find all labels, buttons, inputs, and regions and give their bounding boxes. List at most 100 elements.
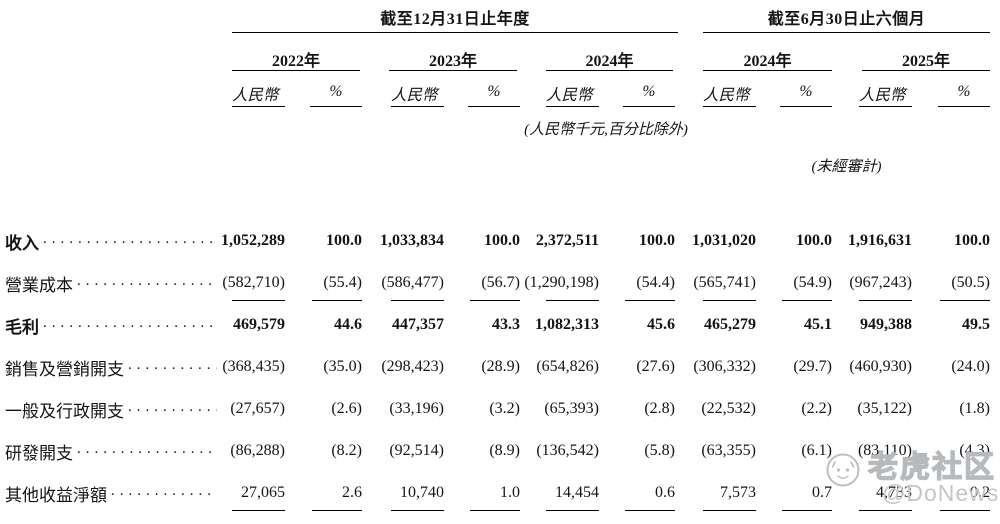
cell-value: 44.6 (334, 316, 362, 333)
column-rule (703, 510, 756, 511)
cell-value: 43.3 (492, 316, 520, 333)
row-label-text: 銷售及營銷開支 (5, 359, 124, 379)
leader-dots: ........................................… (43, 230, 217, 247)
cell-value: 100.0 (796, 232, 832, 249)
table-row: 研發開支....................................… (0, 430, 1000, 472)
cell-value: 100.0 (326, 232, 362, 249)
cell-value: 949,388 (860, 316, 912, 333)
cell-value: (86,288) (230, 442, 285, 459)
cell-value: 1,916,631 (848, 232, 912, 249)
cell-value: (586,477) (381, 274, 444, 291)
cell-value: (654,826) (536, 358, 599, 375)
subheader-percent: % (938, 81, 990, 107)
column-rule (391, 510, 444, 511)
cell-value: 447,357 (392, 316, 444, 333)
subheader-currency: 人民幣 (232, 81, 285, 107)
row-label-text: 營業成本 (5, 275, 73, 295)
cell-value: (35,122) (857, 400, 912, 417)
subheader-percent: % (780, 81, 832, 107)
row-label-text: 收入 (5, 233, 39, 253)
year-header-interim-2024: 2024年 (703, 44, 832, 71)
column-rule (859, 510, 912, 511)
section-header-interim: 截至6月30日止六個月 (703, 3, 990, 33)
cell-value: 465,279 (704, 316, 756, 333)
subheader-currency: 人民幣 (859, 81, 912, 107)
row-label-text: 其他收益淨額 (5, 485, 107, 505)
cell-value: (55.4) (323, 274, 362, 291)
subheader-currency: 人民幣 (703, 81, 756, 107)
year-header-2024: 2024年 (546, 44, 673, 71)
cell-value: 0.6 (655, 484, 675, 501)
cell-value: (1.8) (959, 400, 990, 417)
leader-dots: ........................................… (77, 272, 217, 289)
column-rule (940, 510, 990, 511)
section-title: 截至12月31日止年度 (380, 11, 530, 28)
cell-value: (63,355) (701, 442, 756, 459)
cell-value: 1,033,834 (380, 232, 444, 249)
cell-value: 1.0 (500, 484, 520, 501)
cell-value: (136,542) (536, 442, 599, 459)
column-rule (546, 300, 599, 301)
cell-value: 469,579 (233, 316, 285, 333)
cell-value: 45.6 (647, 316, 675, 333)
cell-value: (2.6) (331, 400, 362, 417)
cell-value: (1,290,198) (524, 274, 599, 291)
cell-value: (22,532) (701, 400, 756, 417)
cell-value: (24.0) (951, 358, 990, 375)
cell-value: 1,082,313 (535, 316, 599, 333)
row-label: 收入......................................… (5, 220, 217, 262)
column-rule (470, 300, 520, 301)
column-rule (782, 510, 832, 511)
cell-value: (54.4) (636, 274, 675, 291)
cell-value: 27,065 (241, 484, 285, 501)
table-body: 收入......................................… (0, 220, 1000, 514)
table-row: 一般及行政開支.................................… (0, 388, 1000, 430)
cell-value: (27.6) (636, 358, 675, 375)
cell-value: (27,657) (230, 400, 285, 417)
column-rule (859, 300, 912, 301)
cell-value: (92,514) (389, 442, 444, 459)
cell-value: (298,423) (381, 358, 444, 375)
subheader-percent: % (468, 81, 520, 107)
column-rule (782, 300, 832, 301)
column-rule (546, 510, 599, 511)
cell-value: (4.3) (959, 442, 990, 459)
cell-value: (8.9) (489, 442, 520, 459)
table-row: 收入......................................… (0, 220, 1000, 262)
leader-dots: ........................................… (43, 314, 217, 331)
section-title: 截至6月30日止六個月 (767, 11, 926, 28)
cell-value: 4,733 (876, 484, 912, 501)
row-label-text: 毛利 (5, 317, 39, 337)
leader-dots: ........................................… (128, 398, 217, 415)
cell-value: (56.7) (481, 274, 520, 291)
column-rule (312, 510, 362, 511)
subheader-percent: % (310, 81, 362, 107)
cell-value: (582,710) (222, 274, 285, 291)
cell-value: (2.8) (644, 400, 675, 417)
cell-value: 10,740 (400, 484, 444, 501)
cell-value: (50.5) (951, 274, 990, 291)
year-header-2022: 2022年 (232, 44, 360, 71)
column-rule (391, 300, 444, 301)
section-header-annual: 截至12月31日止年度 (232, 3, 678, 33)
row-label-text: 一般及行政開支 (5, 401, 124, 421)
cell-value: (28.9) (481, 358, 520, 375)
column-rule (470, 510, 520, 511)
subheader-currency: 人民幣 (546, 81, 599, 107)
year-header-2023: 2023年 (389, 44, 517, 71)
cell-value: (368,435) (222, 358, 285, 375)
column-rule (232, 510, 285, 511)
leader-dots: ........................................… (128, 356, 217, 373)
cell-value: (2.2) (801, 400, 832, 417)
row-label: 毛利......................................… (5, 304, 217, 346)
cell-value: (460,930) (849, 358, 912, 375)
cell-value: 14,454 (555, 484, 599, 501)
cell-value: 0.7 (812, 484, 832, 501)
row-label: 銷售及營銷開支.................................… (5, 346, 217, 388)
cell-value: (65,393) (544, 400, 599, 417)
cell-value: (3.2) (489, 400, 520, 417)
leader-dots: ........................................… (111, 482, 217, 499)
cell-value: (83,110) (857, 442, 912, 459)
row-label: 研發開支....................................… (5, 430, 217, 472)
